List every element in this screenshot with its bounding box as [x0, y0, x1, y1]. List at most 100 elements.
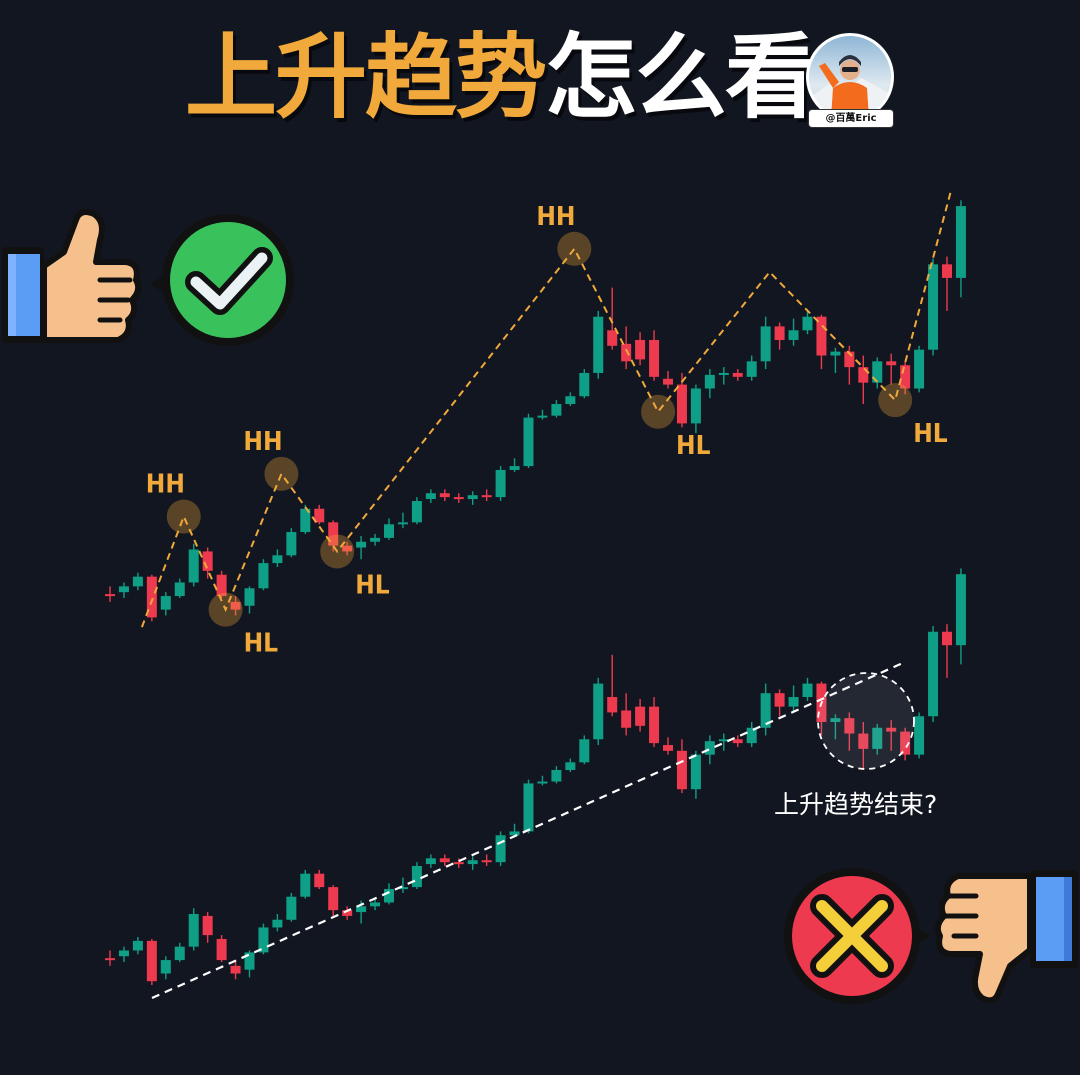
bottom-candle-body [914, 716, 925, 755]
bottom-candle [467, 856, 478, 870]
top-candle-body [914, 349, 925, 389]
top-candle-body [565, 396, 576, 404]
bottom-candle [397, 877, 408, 893]
bottom-candle-body [105, 958, 115, 961]
bottom-candle [579, 735, 590, 765]
top-candle [914, 345, 925, 393]
bottom-candle [132, 937, 143, 955]
top-candle-body [858, 367, 869, 383]
top-candle [788, 318, 799, 346]
bottom-candle [105, 950, 115, 966]
top-candle-body [105, 594, 115, 597]
bottom-candle [690, 750, 701, 799]
bottom-candle-body [342, 910, 353, 916]
bottom-candle [704, 735, 715, 765]
breakdown-highlight-circle [817, 672, 915, 770]
top-candle [411, 497, 422, 525]
bottom-candle-body [384, 889, 394, 903]
swing-label: HH [243, 427, 282, 457]
top-candle [384, 518, 394, 540]
top-candle-body [886, 361, 897, 366]
bottom-candle-body [900, 731, 911, 755]
bottom-candle [844, 712, 855, 751]
top-candle-body [816, 316, 827, 356]
top-candle-body [453, 497, 464, 500]
bottom-candle-body [132, 940, 143, 951]
bottom-candle-body [481, 860, 492, 863]
bottom-candle-body [872, 727, 883, 749]
bottom-candle [718, 733, 729, 751]
top-candle-body [649, 339, 660, 377]
bottom-candle [411, 862, 422, 890]
bottom-candle [244, 950, 255, 978]
top-candle-body [328, 522, 339, 546]
bottom-candle-body [300, 873, 311, 897]
top-candle [188, 543, 199, 587]
bottom-candle-body [635, 706, 646, 726]
swing-point-marker [641, 394, 676, 429]
swing-label: HL [913, 419, 948, 449]
bottom-candle [342, 906, 353, 920]
top-candle [342, 541, 353, 556]
bottom-candle [286, 892, 297, 922]
bottom-candle-body [286, 896, 297, 920]
top-candle [537, 409, 548, 420]
bottom-candle-body [439, 858, 450, 863]
bottom-candle-body [370, 902, 381, 907]
top-candle [132, 572, 143, 591]
bottom-candle-body [718, 739, 729, 742]
bottom-candle-body [928, 631, 939, 717]
top-candle [105, 586, 115, 602]
top-candle [816, 314, 827, 370]
top-candle-body [676, 384, 687, 424]
title-highlight: 上升趋势 [185, 23, 547, 131]
top-candle [551, 400, 562, 418]
bottom-candle-body [830, 718, 841, 722]
bottom-candle [174, 942, 185, 962]
bottom-candle [537, 775, 548, 786]
bottom-candle [830, 714, 841, 740]
top-candle-body [314, 508, 325, 523]
bottom-candle-body [244, 952, 255, 970]
bottom-candle [160, 956, 171, 980]
bottom-candle-body [732, 739, 743, 744]
top-candle-body [760, 326, 771, 362]
bottom-candle [802, 677, 813, 701]
bottom-candle-body [118, 950, 129, 957]
bottom-candle [635, 698, 646, 732]
top-candle [955, 200, 966, 298]
bottom-candle [955, 568, 966, 665]
bottom-candle [649, 697, 660, 747]
top-candle-body [495, 469, 506, 498]
thumbs-down-icon [934, 870, 1078, 1004]
bottom-candle-body [188, 914, 199, 947]
top-candle-body [593, 316, 604, 373]
top-candle-body [955, 206, 966, 278]
top-candle-body [174, 582, 185, 597]
top-candle-body [188, 549, 199, 583]
top-candle-body [579, 372, 590, 397]
bottom-candle-body [802, 683, 813, 698]
top-candle [230, 596, 241, 616]
bottom-candle-body [565, 762, 576, 770]
top-candle [258, 559, 269, 591]
avatar-tag: @百萬Eric [808, 109, 894, 128]
swing-label: HH [146, 470, 185, 500]
top-candle-body [258, 563, 269, 589]
bottom-candle [146, 938, 157, 986]
top-candle [467, 491, 478, 505]
top-candle-body [160, 596, 171, 610]
top-candle-body [774, 326, 785, 340]
top-candle-body [411, 501, 422, 523]
top-candle [830, 347, 841, 373]
trend-end-caption: 上升趋势结束? [774, 790, 937, 819]
swing-point-marker [208, 592, 243, 627]
bottom-candle-body [886, 727, 897, 732]
top-candle [216, 570, 227, 598]
bottom-candle [676, 739, 687, 794]
bottom-candle-body [537, 781, 548, 784]
top-candle [928, 258, 939, 356]
swing-point-marker [878, 383, 913, 418]
trendline [151, 660, 906, 1000]
